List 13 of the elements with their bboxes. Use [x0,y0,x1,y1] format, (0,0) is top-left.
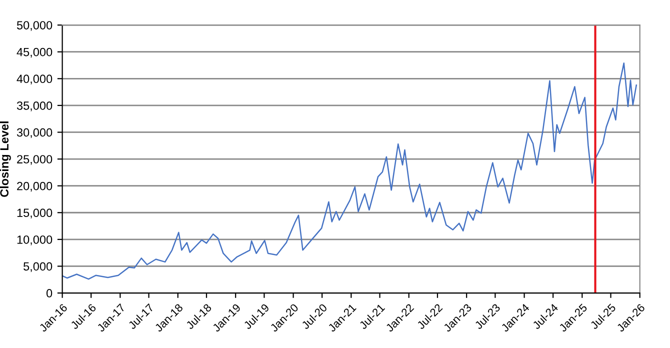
y-axis-title: Closing Level [0,121,11,197]
y-tick-label: 50,000 [16,21,52,31]
y-tick-label: 40,000 [16,74,52,84]
y-tick-label: 35,000 [16,101,52,112]
line-series [62,62,637,280]
y-tick-label: 10,000 [17,235,52,246]
y-tick-label: 5,000 [24,262,52,272]
y-tick-label: 15,000 [17,208,52,218]
y-tick-label: 25,000 [17,155,52,165]
y-tick-label: 20,000 [17,182,52,192]
y-tick-label: 45,000 [16,48,52,58]
y-tick-label: 30,000 [16,128,52,138]
y-tick-label: 0 [46,289,52,298]
